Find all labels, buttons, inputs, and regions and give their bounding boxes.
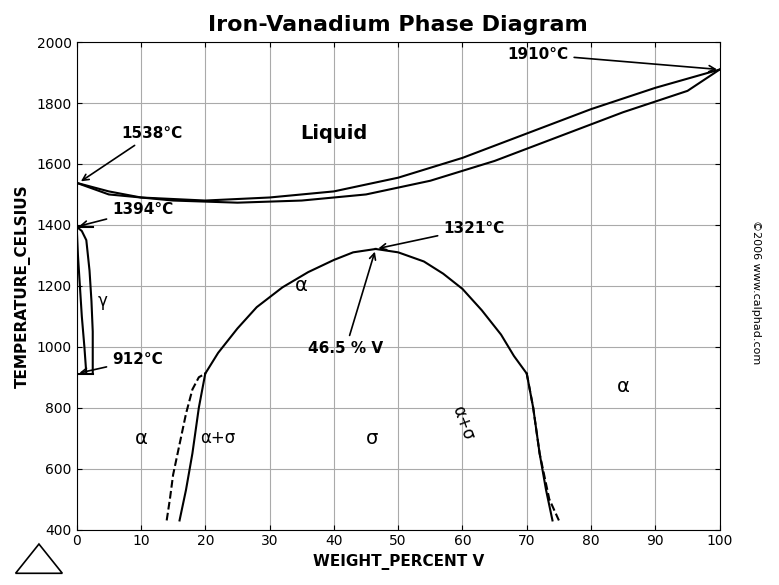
Text: α: α	[135, 429, 147, 448]
Text: σ: σ	[366, 429, 379, 448]
Text: 1321°C: 1321°C	[380, 221, 505, 250]
Text: 1910°C: 1910°C	[507, 47, 715, 72]
Text: ©2006 www.calphad.com: ©2006 www.calphad.com	[751, 221, 760, 364]
Text: α+σ: α+σ	[200, 429, 236, 447]
Text: α: α	[295, 276, 308, 295]
Text: 912°C: 912°C	[81, 352, 163, 374]
Y-axis label: TEMPERATURE_CELSIUS: TEMPERATURE_CELSIUS	[15, 184, 31, 388]
Text: α: α	[617, 377, 629, 396]
Text: γ: γ	[97, 292, 108, 310]
Text: Liquid: Liquid	[300, 124, 368, 143]
Title: Iron-Vanadium Phase Diagram: Iron-Vanadium Phase Diagram	[208, 15, 588, 35]
Text: 46.5 % V: 46.5 % V	[308, 253, 383, 356]
Text: 1538°C: 1538°C	[83, 126, 183, 180]
X-axis label: WEIGHT_PERCENT V: WEIGHT_PERCENT V	[312, 554, 484, 570]
Text: α+σ: α+σ	[448, 403, 477, 443]
Text: 1394°C: 1394°C	[81, 202, 173, 227]
